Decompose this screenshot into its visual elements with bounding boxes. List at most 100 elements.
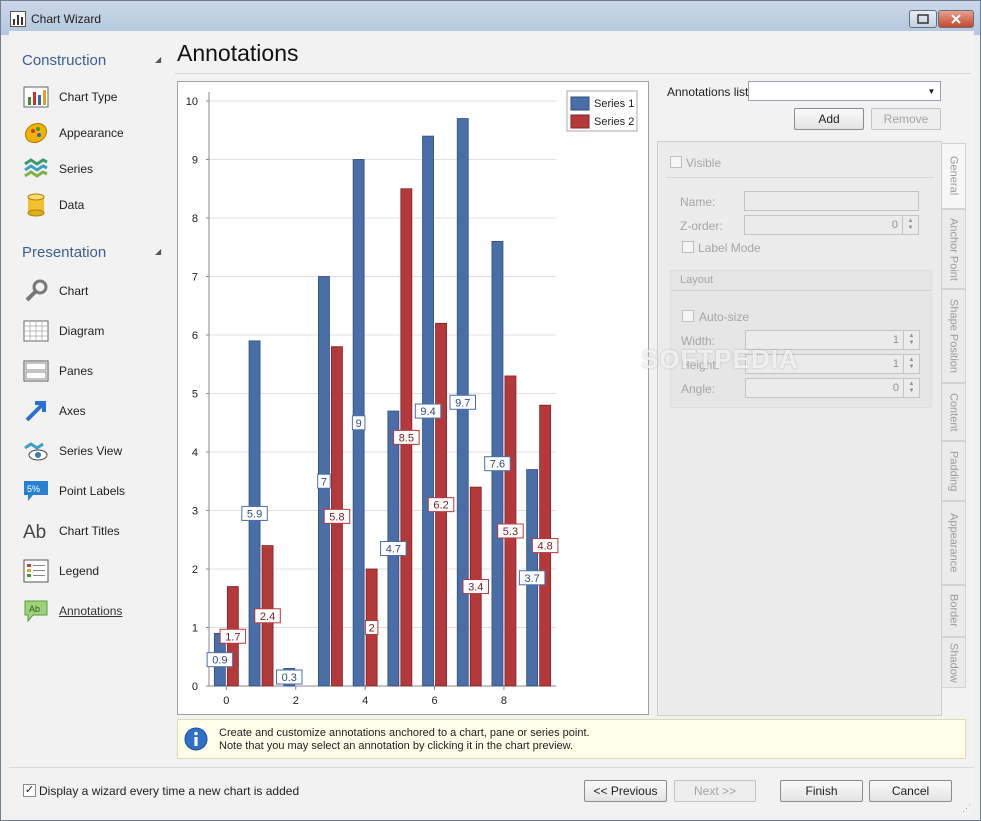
data-label: 1.7 xyxy=(225,631,240,643)
tab-appearance[interactable]: Appearance xyxy=(942,501,966,585)
nav-item-diagram[interactable]: Diagram xyxy=(23,316,163,346)
data-label: 5.3 xyxy=(503,526,518,538)
panes-icon xyxy=(23,360,49,382)
page-title: Annotations xyxy=(177,40,299,66)
zorder-spinner[interactable]: 0 ▲ ▼ xyxy=(744,215,919,235)
y-tick-label: 7 xyxy=(192,272,198,284)
nav-item-chart-type[interactable]: Chart Type xyxy=(23,82,163,112)
nav-heading-construction[interactable]: Construction xyxy=(22,52,107,69)
data-label: 5.9 xyxy=(247,508,262,520)
title-bar[interactable]: Chart Wizard xyxy=(1,1,980,35)
nav-item-series-view[interactable]: Series View xyxy=(23,436,163,466)
tab-padding[interactable]: Padding xyxy=(942,441,966,501)
height-spinner[interactable]: 1 ▲ ▼ xyxy=(745,354,920,374)
series-icon xyxy=(24,158,48,178)
add-button[interactable]: Add xyxy=(794,108,864,130)
data-label-box xyxy=(219,628,247,644)
data-label-box xyxy=(241,505,268,521)
cancel-button[interactable]: Cancel xyxy=(869,780,952,802)
data-label-box xyxy=(393,429,420,445)
nav-item-series[interactable]: Series xyxy=(23,154,163,184)
label-mode-label: Label Mode xyxy=(698,241,761,255)
angle-spinner[interactable]: 0 ▲ ▼ xyxy=(745,378,920,398)
nav-item-legend[interactable]: Legend xyxy=(23,556,163,586)
tab-label: Shadow xyxy=(947,642,960,683)
tab-label: Border xyxy=(947,594,960,628)
name-field[interactable] xyxy=(744,191,919,211)
resize-grip-icon[interactable]: ⋰ xyxy=(962,803,971,813)
zorder-value: 0 xyxy=(891,219,898,231)
nav-item-point-labels[interactable]: 5% Point Labels xyxy=(23,476,163,506)
nav-heading-presentation[interactable]: Presentation xyxy=(22,244,107,261)
tab-shape-position[interactable]: Shape Position xyxy=(942,289,966,383)
previous-button[interactable]: << Previous xyxy=(584,780,667,802)
appearance-icon xyxy=(24,122,48,144)
y-tick-label: 8 xyxy=(192,213,198,225)
tab-label: Content xyxy=(947,392,960,432)
chart-preview[interactable]: 0 1 2 3 4 5 6 7 8 9 10 0 2 4 6 8 0.9 5.9 0.3 7 9 4.7 9.4 9.7 7.6… xyxy=(177,81,649,715)
tab-general[interactable]: General xyxy=(942,143,966,209)
nav-item-annotations[interactable]: Ab Annotations xyxy=(23,596,163,626)
wrench-icon xyxy=(25,279,48,302)
autosize-checkbox[interactable] xyxy=(682,310,694,322)
label-mode-checkbox[interactable] xyxy=(682,241,694,253)
legend-swatch xyxy=(570,114,590,129)
tab-content[interactable]: Content xyxy=(942,383,966,441)
y-tick-label: 2 xyxy=(192,564,198,576)
show-wizard-checkbox[interactable]: ✓ xyxy=(23,784,36,797)
next-button[interactable]: Next >> xyxy=(674,780,756,802)
x-tick-label: 8 xyxy=(501,695,507,707)
data-label: 3.4 xyxy=(468,582,483,594)
restore-button[interactable] xyxy=(909,10,937,28)
spin-arrows-icon[interactable]: ▲ ▼ xyxy=(903,355,919,373)
remove-button[interactable]: Remove xyxy=(871,108,941,130)
nav-item-chart-titles[interactable]: Ab Chart Titles xyxy=(23,516,163,546)
name-label: Name: xyxy=(680,195,716,209)
data-label: 7.6 xyxy=(490,459,505,471)
annotations-list-combo[interactable]: ▼ xyxy=(748,81,941,101)
series-view-icon xyxy=(24,442,48,461)
legend-swatch xyxy=(570,96,590,111)
close-button[interactable] xyxy=(938,10,974,28)
annotations-icon: Ab xyxy=(24,600,48,623)
spin-arrows-icon[interactable]: ▲ ▼ xyxy=(903,331,919,349)
tab-anchor-point[interactable]: Anchor Point xyxy=(942,209,966,289)
chart-type-icon xyxy=(23,86,49,108)
nav-item-appearance[interactable]: Appearance xyxy=(23,118,163,148)
data-label: 2 xyxy=(369,623,375,635)
nav-item-data[interactable]: Data xyxy=(23,190,163,220)
dropdown-arrow-icon[interactable]: ▼ xyxy=(927,86,936,96)
nav-item-axes[interactable]: Axes xyxy=(23,396,163,426)
nav-label-legend: Legend xyxy=(59,564,100,578)
divider xyxy=(666,177,934,178)
spin-arrows-icon[interactable]: ▲ ▼ xyxy=(902,216,918,234)
legend-label: Series 1 xyxy=(594,98,634,110)
collapse-triangle-icon[interactable]: ◢ xyxy=(155,247,162,256)
nav-item-chart[interactable]: Chart xyxy=(23,276,163,306)
info-bar: Create and customize annotations anchore… xyxy=(177,719,966,759)
collapse-triangle-icon[interactable]: ◢ xyxy=(155,55,162,64)
tab-label: Padding xyxy=(947,450,960,492)
nav-label-series-view: Series View xyxy=(59,444,123,458)
svg-text:5%: 5% xyxy=(27,484,40,494)
data-label-box xyxy=(414,403,442,419)
visible-checkbox[interactable] xyxy=(670,156,682,168)
bar-chart[interactable]: 0 1 2 3 4 5 6 7 8 9 10 0 2 4 6 8 0.9 5.9 0.3 7 9 4.7 9.4 9.7 7.6… xyxy=(178,82,648,714)
svg-text:Ab: Ab xyxy=(29,604,40,614)
y-tick-label: 1 xyxy=(192,623,198,635)
data-label-box xyxy=(254,608,281,624)
tab-shadow[interactable]: Shadow xyxy=(942,637,966,688)
y-tick-label: 4 xyxy=(192,447,198,459)
tab-border[interactable]: Border xyxy=(942,585,966,637)
data-label: 9 xyxy=(356,418,362,430)
finish-button[interactable]: Finish xyxy=(780,780,863,802)
data-label-box xyxy=(484,456,511,472)
nav-item-panes[interactable]: Panes xyxy=(23,356,163,386)
footer-divider xyxy=(9,767,974,768)
data-icon xyxy=(27,193,45,217)
width-spinner[interactable]: 1 ▲ ▼ xyxy=(745,330,920,350)
legend-label: Series 2 xyxy=(594,116,634,128)
spin-arrows-icon[interactable]: ▲ ▼ xyxy=(903,379,919,397)
width-label: Width: xyxy=(681,334,716,348)
